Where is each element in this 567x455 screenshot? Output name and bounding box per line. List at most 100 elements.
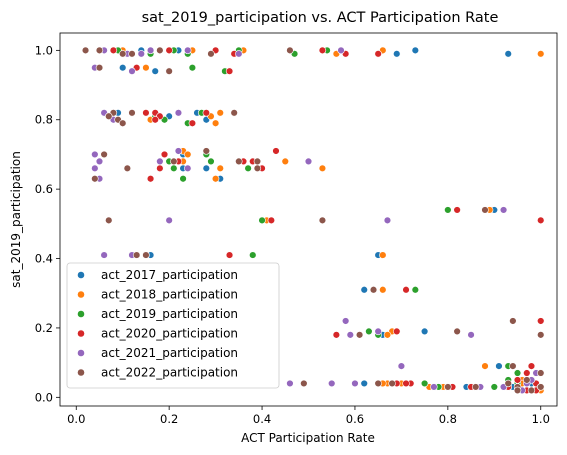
- data-point-act_2020_participation: [225, 251, 234, 259]
- y-axis: 0.0 0.2 0.4 0.6 0.8 1.0: [35, 43, 60, 404]
- x-axis: 0.0 0.2 0.4 0.6 0.8 1.0: [67, 406, 550, 426]
- data-point-act_2022_participation: [504, 379, 512, 388]
- data-point-act_2022_participation: [453, 327, 461, 336]
- data-point-act_2022_participation: [207, 50, 215, 58]
- x-tick-label: 1.0: [532, 412, 550, 426]
- data-point-act_2021_participation: [165, 216, 173, 225]
- y-tick-label: 0.6: [35, 182, 53, 196]
- data-point-act_2022_participation: [374, 379, 382, 388]
- data-point-act_2020_participation: [188, 119, 197, 127]
- y-axis-label: sat_2019_participation: [9, 151, 23, 288]
- data-point-act_2022_participation: [253, 157, 262, 166]
- data-point-act_2019_participation: [490, 383, 498, 391]
- data-points: [81, 46, 545, 395]
- data-point-act_2021_participation: [499, 206, 508, 214]
- data-point-act_2017_participation: [411, 46, 420, 55]
- data-point-act_2022_participation: [300, 379, 308, 388]
- data-point-act_2022_participation: [142, 251, 150, 259]
- data-point-act_2022_participation: [286, 46, 294, 55]
- data-point-act_2021_participation: [374, 327, 382, 336]
- data-point-act_2020_participation: [109, 46, 118, 55]
- data-point-act_2021_participation: [128, 67, 136, 75]
- data-point-act_2022_participation: [523, 376, 531, 384]
- data-point-act_2020_participation: [523, 369, 531, 377]
- data-point-act_2022_participation: [537, 331, 545, 339]
- data-point-act_2022_participation: [81, 46, 90, 55]
- data-point-act_2019_participation: [411, 286, 420, 294]
- data-point-act_2018_participation: [142, 63, 150, 72]
- data-point-act_2022_participation: [170, 157, 178, 166]
- legend: act_2017_participation act_2018_participa…: [66, 262, 280, 389]
- data-point-act_2021_participation: [430, 383, 438, 391]
- data-point-act_2021_participation: [397, 362, 406, 370]
- data-point-act_2020_participation: [537, 216, 545, 225]
- data-point-act_2018_participation: [379, 286, 387, 294]
- data-point-act_2022_participation: [527, 386, 536, 395]
- data-point-act_2019_participation: [365, 327, 373, 336]
- x-axis-label: ACT Participation Rate: [241, 431, 375, 445]
- data-point-act_2022_participation: [95, 46, 104, 55]
- data-point-act_2018_participation: [216, 109, 224, 117]
- data-point-act_2022_participation: [132, 251, 141, 259]
- data-point-act_2019_participation: [207, 157, 215, 166]
- data-point-act_2022_participation: [165, 67, 173, 75]
- data-point-act_2020_participation: [160, 150, 169, 159]
- data-point-act_2022_participation: [202, 147, 211, 155]
- data-point-act_2020_participation: [225, 67, 234, 75]
- data-point-act_2020_participation: [402, 286, 410, 294]
- data-point-act_2022_participation: [253, 164, 262, 173]
- data-point-act_2017_participation: [504, 50, 512, 58]
- data-point-act_2017_participation: [360, 379, 368, 388]
- legend-entry: act_2022_participation: [101, 366, 238, 380]
- x-tick-label: 0.2: [160, 412, 178, 426]
- data-point-act_2022_participation: [481, 206, 489, 214]
- x-tick-label: 0.4: [253, 412, 271, 426]
- y-tick-label: 0.0: [35, 390, 53, 404]
- data-point-act_2019_participation: [249, 251, 257, 259]
- plot-area: [59, 32, 558, 407]
- data-point-act_2022_participation: [230, 109, 238, 117]
- legend-entry: act_2019_participation: [101, 307, 238, 321]
- data-point-act_2019_participation: [179, 175, 187, 183]
- data-point-act_2021_participation: [383, 216, 392, 225]
- data-point-act_2018_participation: [216, 164, 224, 173]
- legend-frame: [66, 262, 280, 389]
- data-point-act_2018_participation: [211, 119, 220, 127]
- data-point-act_2022_participation: [318, 216, 327, 225]
- legend-marker: [77, 368, 85, 377]
- data-point-act_2018_participation: [537, 50, 545, 58]
- data-point-act_2017_participation: [360, 286, 368, 294]
- data-point-act_2020_participation: [318, 46, 327, 55]
- data-point-act_2021_participation: [184, 164, 192, 173]
- legend-marker: [77, 271, 85, 279]
- data-point-act_2021_participation: [146, 46, 155, 55]
- data-point-act_2022_participation: [91, 175, 99, 183]
- data-point-act_2021_participation: [346, 331, 355, 339]
- data-point-act_2018_participation: [211, 175, 220, 183]
- data-point-act_2021_participation: [156, 157, 164, 166]
- data-point-act_2021_participation: [137, 50, 145, 58]
- data-point-act_2018_participation: [383, 331, 392, 339]
- data-point-act_2018_participation: [318, 164, 327, 173]
- data-point-act_2021_participation: [337, 46, 345, 55]
- data-point-act_2020_participation: [272, 147, 280, 155]
- data-point-act_2021_participation: [341, 317, 350, 325]
- data-point-act_2020_participation: [453, 206, 461, 214]
- data-point-act_2019_participation: [513, 369, 522, 377]
- data-point-act_2022_participation: [95, 63, 104, 72]
- data-point-act_2022_participation: [509, 317, 517, 325]
- data-point-act_2020_participation: [267, 216, 276, 225]
- chart-title: sat_2019_participation vs. ACT Participa…: [142, 10, 499, 26]
- data-point-act_2020_participation: [537, 317, 545, 325]
- data-point-act_2020_participation: [332, 331, 341, 339]
- data-point-act_2021_participation: [184, 46, 192, 55]
- legend-marker: [77, 349, 85, 357]
- data-point-act_2022_participation: [388, 379, 396, 388]
- data-point-act_2017_participation: [420, 327, 429, 336]
- data-point-act_2022_participation: [355, 331, 364, 339]
- legend-marker: [77, 310, 85, 318]
- data-point-act_2020_participation: [142, 109, 150, 117]
- data-point-act_2021_participation: [174, 147, 183, 155]
- data-point-act_2017_participation: [202, 164, 211, 173]
